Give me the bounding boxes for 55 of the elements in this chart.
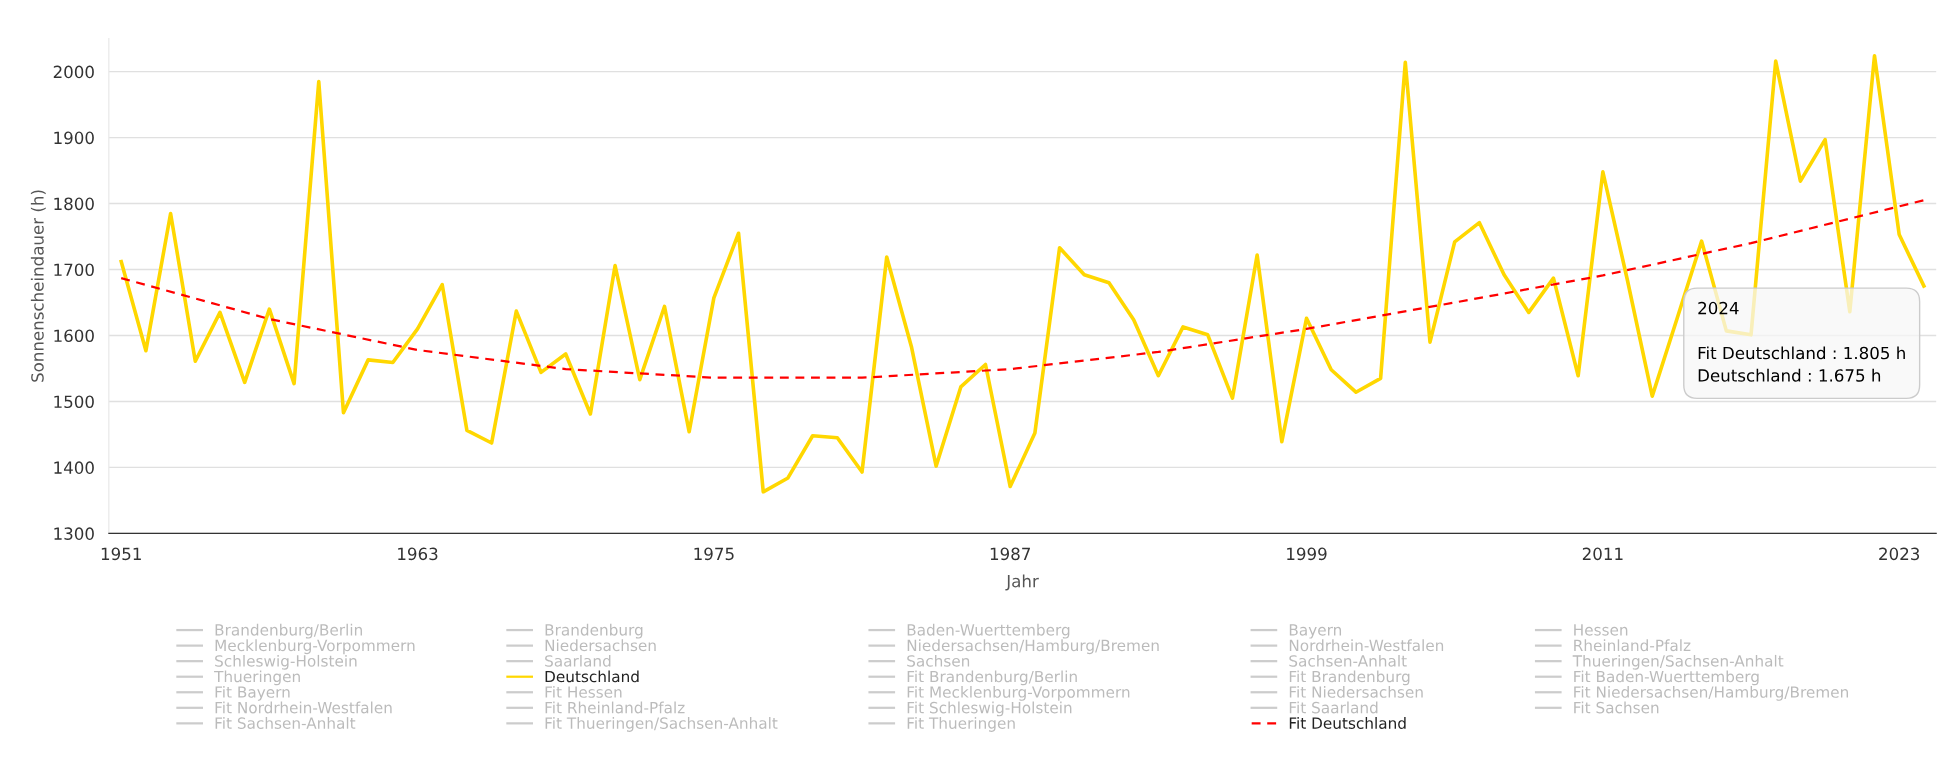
legend-label: Fit Brandenburg/Berlin: [907, 670, 1077, 686]
legend-label: Fit Hessen: [545, 686, 622, 698]
legend-label: Niedersachsen/Hamburg/Bremen: [907, 639, 1159, 655]
legend-label: Niedersachsen: [545, 639, 656, 652]
x-tick-label: 1975: [694, 547, 734, 561]
legend-label: Saarland: [545, 654, 611, 667]
y-tick-label: 1700: [54, 263, 94, 277]
legend-label: Rheinland-Pfalz: [1574, 639, 1691, 652]
legend-label: Fit Deutschland: [1289, 717, 1406, 729]
legend-label: Fit Baden-Wuerttemberg: [1574, 670, 1759, 686]
x-tick-label: 1963: [398, 547, 438, 561]
y-tick-label: 1500: [54, 395, 94, 409]
legend-label: Fit Rheinland-Pfalz: [545, 701, 685, 714]
legend-label: Brandenburg/Berlin: [215, 623, 362, 639]
x-tick-label: 1999: [1287, 547, 1327, 561]
y-tick-label: 1800: [54, 197, 94, 211]
x-tick-label: 2011: [1582, 547, 1623, 561]
x-tick-label: 1951: [101, 547, 141, 561]
legend-label: Fit Schleswig-Holstein: [907, 701, 1072, 717]
annotation: Deutschland : 1.675 h: [1698, 368, 1881, 382]
legend-label: Sachsen: [907, 654, 970, 667]
legend-label: Fit Nordrhein-Westfalen: [215, 701, 392, 714]
legend-label: Schleswig-Holstein: [215, 654, 357, 670]
legend-label: Deutschland: [545, 670, 639, 683]
legend-label: Fit Mecklenburg-Vorpommern: [907, 686, 1130, 701]
annotation: Fit Deutschland : 1.805 h: [1698, 346, 1905, 360]
y-tick-label: 2000: [53, 65, 94, 79]
annotation: 2024: [1698, 301, 1739, 315]
legend-label: Mecklenburg-Vorpommern: [215, 639, 415, 655]
legend-label: Fit Brandenburg: [1289, 670, 1410, 686]
legend-label: Fit Niedersachsen: [1289, 686, 1423, 698]
legend-label: Fit Sachsen: [1574, 701, 1659, 714]
legend-label: Fit Thueringen: [907, 717, 1015, 732]
x-axis-title: Jahr: [1005, 574, 1039, 591]
legend-label: Fit Sachsen-Anhalt: [215, 717, 356, 729]
legend-label: Sachsen-Anhalt: [1289, 654, 1407, 667]
legend-label: Hessen: [1574, 624, 1628, 636]
x-tick-label: 2023: [1879, 547, 1920, 561]
line-series: [119, 53, 1926, 494]
legend-label: Baden-Wuerttemberg: [907, 623, 1070, 639]
y-tick-label: 1600: [54, 329, 94, 343]
y-tick-label: 1300: [54, 527, 94, 540]
y-axis-title: Sonnenscheindauer (h): [30, 190, 46, 382]
y-tick-label: 1400: [54, 461, 94, 474]
legend-label: Fit Saarland: [1289, 701, 1378, 714]
legend-label: Thueringen: [214, 670, 300, 686]
legend-label: Brandenburg: [545, 623, 643, 639]
legend-label: Fit Niedersachsen/Hamburg/Bremen: [1574, 686, 1848, 701]
legend-label: Fit Thueringen/Sachsen-Anhalt: [545, 717, 778, 732]
legend-label: Nordrhein-Westfalen: [1289, 639, 1444, 652]
y-tick-label: 1900: [54, 131, 94, 145]
legend-label: Fit Bayern: [215, 686, 290, 701]
x-tick-label: 1987: [990, 547, 1030, 561]
legend-label: Bayern: [1289, 624, 1342, 639]
legend-label: Thueringen/Sachsen-Anhalt: [1572, 654, 1784, 670]
